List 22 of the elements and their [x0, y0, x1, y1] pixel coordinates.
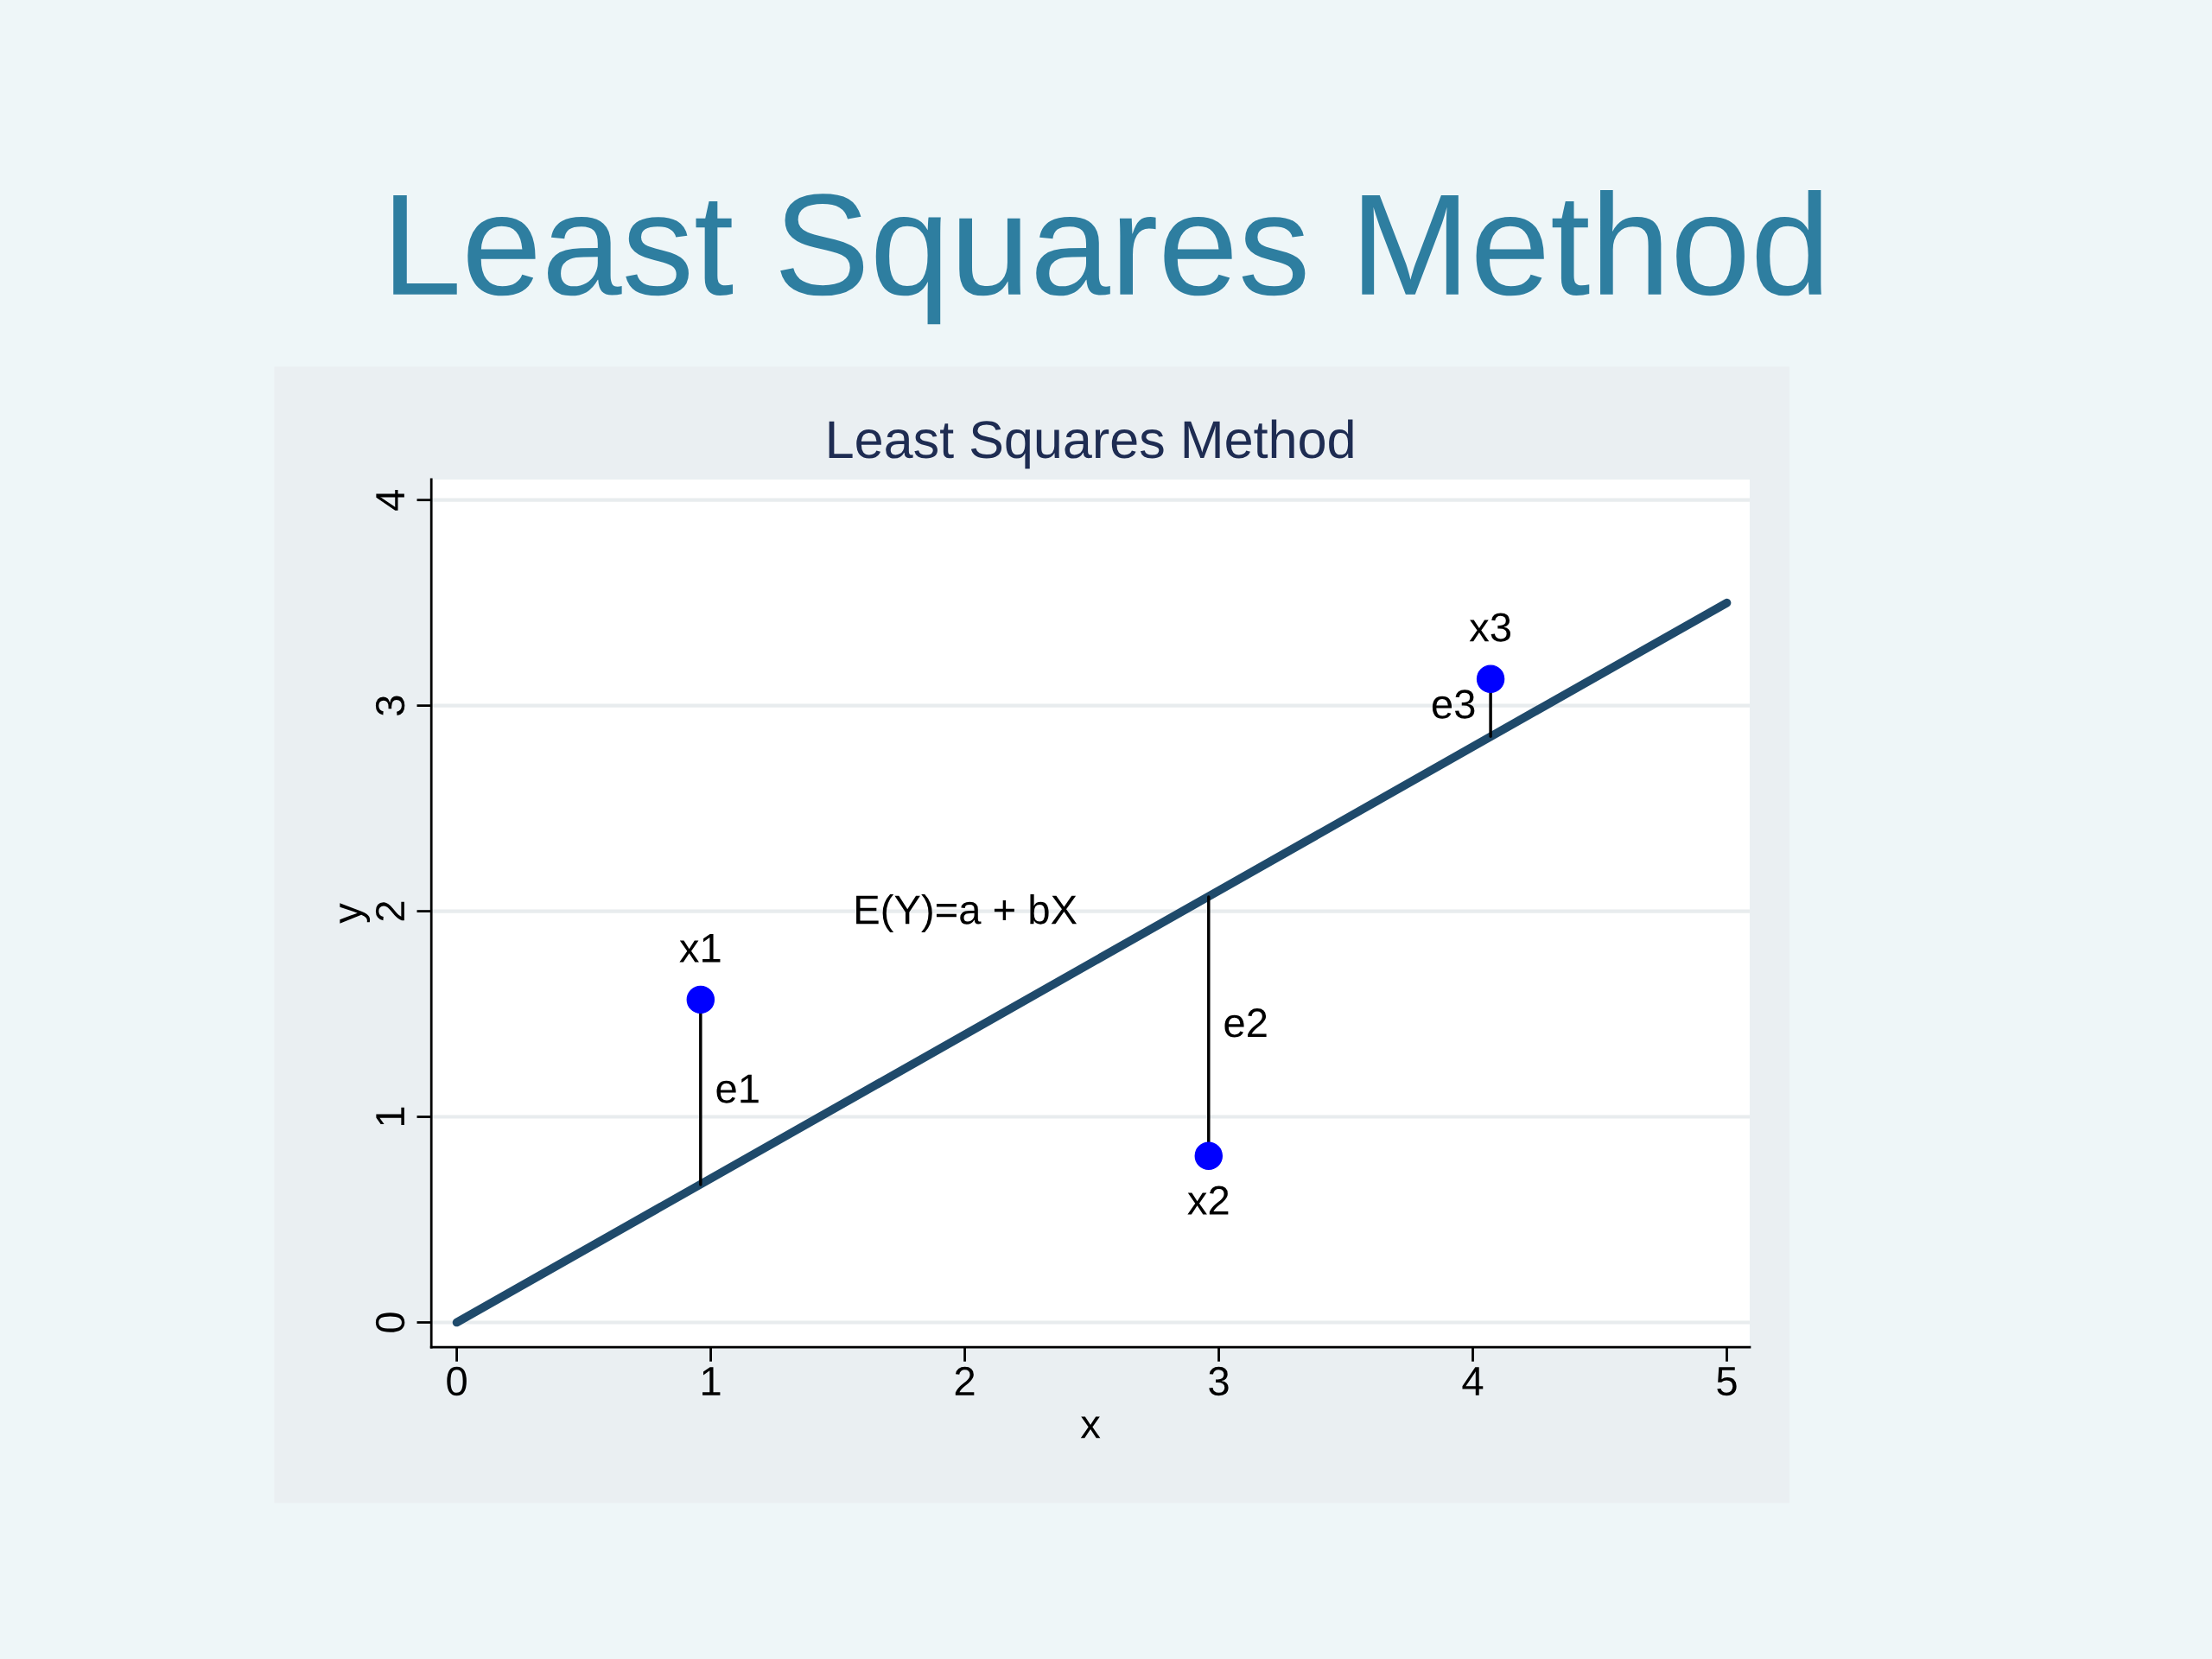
annotation: e1 — [716, 1074, 759, 1103]
y-tick-label: 4 — [376, 489, 404, 511]
annotation: e2 — [1224, 1008, 1267, 1038]
y-tick-label: 3 — [375, 696, 405, 715]
y-tick-label: 2 — [375, 901, 404, 921]
chart-subtitle: Least Squares Method — [829, 419, 1353, 469]
annotation: E(Y)=a + bX — [856, 893, 1077, 932]
x-tick-label: 4 — [1462, 1367, 1484, 1395]
chart-title: Least Squares Method — [393, 189, 1821, 325]
annotation: e3 — [1432, 690, 1475, 719]
y-tick-label: 1 — [376, 1107, 404, 1126]
annotation: x2 — [1187, 1185, 1229, 1215]
x-tick-label: 5 — [1717, 1367, 1737, 1396]
y-tick-label: 0 — [375, 1313, 405, 1332]
annotation: x3 — [1469, 613, 1510, 642]
y-axis-title: y — [340, 903, 371, 924]
x-axis-title: x — [1080, 1416, 1101, 1439]
x-tick-label: 0 — [447, 1366, 467, 1396]
x-tick-label: 1 — [702, 1367, 721, 1395]
x-tick-label: 3 — [1209, 1366, 1229, 1396]
x-tick-label: 2 — [955, 1366, 975, 1395]
annotation: x1 — [679, 934, 721, 963]
